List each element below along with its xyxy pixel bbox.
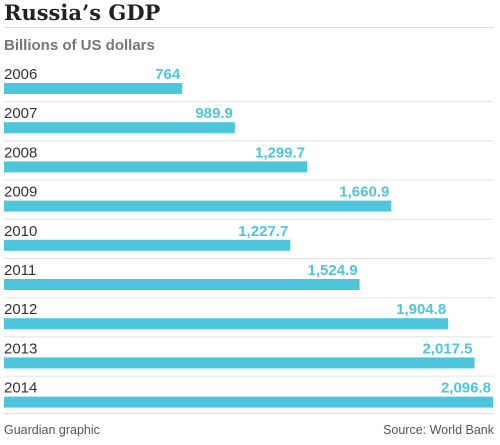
value-label: 2,096.8 <box>441 380 491 397</box>
value-label: 1,227.7 <box>238 223 288 240</box>
bar-2009 <box>4 200 392 212</box>
year-label: 2009 <box>4 184 37 201</box>
bar-2011 <box>4 279 360 290</box>
chart-subtitle: Billions of US dollars <box>4 37 155 54</box>
bar-2013 <box>4 357 475 369</box>
year-label: 2008 <box>4 144 37 161</box>
value-label: 1,299.7 <box>255 144 305 161</box>
footer-divider <box>4 413 494 414</box>
year-label: 2013 <box>4 340 37 357</box>
value-label: 764 <box>155 66 181 83</box>
bar-2008 <box>4 161 308 173</box>
bar-2012 <box>4 318 449 330</box>
value-label: 1,904.8 <box>396 301 446 318</box>
year-label: 2012 <box>4 301 37 318</box>
value-label: 989.9 <box>195 105 233 122</box>
value-label: 1,524.9 <box>308 262 358 279</box>
year-label: 2010 <box>4 223 37 240</box>
year-label: 2011 <box>4 262 36 279</box>
bar-2014 <box>4 396 493 408</box>
value-label: 2,017.5 <box>422 340 472 357</box>
chart-title: Russia’s GDP <box>4 0 161 25</box>
value-label: 1,660.9 <box>339 184 389 201</box>
bar-2007 <box>4 122 235 134</box>
credit-text: Guardian graphic <box>4 423 100 437</box>
year-label: 2014 <box>4 380 37 397</box>
year-label: 2006 <box>4 66 37 83</box>
bar-2010 <box>4 239 291 251</box>
source-text: Source: World Bank <box>383 423 494 437</box>
title-divider <box>4 27 494 28</box>
bar-2006 <box>4 83 183 94</box>
year-label: 2007 <box>4 105 37 122</box>
